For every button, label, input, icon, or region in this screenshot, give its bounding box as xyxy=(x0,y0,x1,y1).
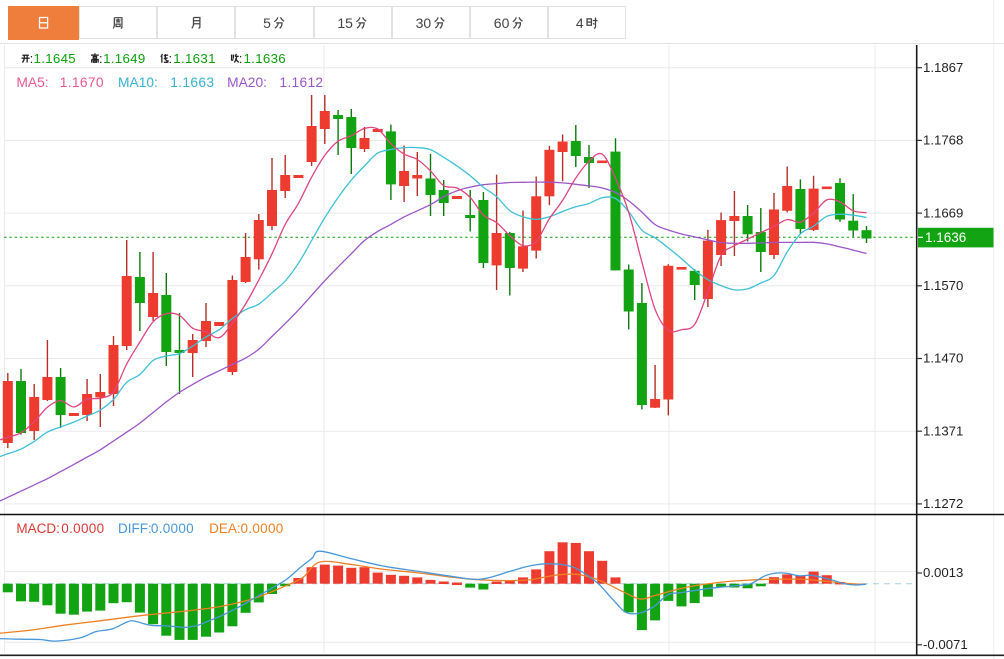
svg-text:MA10:: MA10: xyxy=(118,75,158,90)
svg-text:15: 15 xyxy=(337,15,353,31)
svg-text::: : xyxy=(30,51,34,66)
svg-text:1.1649: 1.1649 xyxy=(103,51,145,66)
svg-text:1.1612: 1.1612 xyxy=(279,75,323,90)
svg-text:1.1371: 1.1371 xyxy=(923,423,963,438)
svg-text:4: 4 xyxy=(576,15,584,31)
svg-text:1.1768: 1.1768 xyxy=(923,133,963,148)
svg-text:0.0000: 0.0000 xyxy=(151,521,194,536)
svg-text::: : xyxy=(239,51,243,66)
svg-text:5: 5 xyxy=(263,15,271,31)
svg-text:DEA:: DEA: xyxy=(209,521,241,536)
svg-text:1.1631: 1.1631 xyxy=(173,51,215,66)
svg-text::: : xyxy=(99,51,103,66)
svg-text:30: 30 xyxy=(416,15,432,31)
svg-text:0.0000: 0.0000 xyxy=(61,521,104,536)
svg-text:0.0013: 0.0013 xyxy=(923,565,963,580)
svg-text:1.1867: 1.1867 xyxy=(923,60,963,75)
svg-text:DIFF:: DIFF: xyxy=(118,521,152,536)
svg-text:1.1570: 1.1570 xyxy=(923,278,963,293)
svg-text:60: 60 xyxy=(494,15,510,31)
svg-text:MA5:: MA5: xyxy=(16,75,48,90)
svg-text:1.1636: 1.1636 xyxy=(244,51,286,66)
svg-text:0.0000: 0.0000 xyxy=(241,521,284,536)
svg-text:1.1636: 1.1636 xyxy=(925,230,966,245)
svg-text:-0.0071: -0.0071 xyxy=(923,637,968,652)
svg-text:1.1470: 1.1470 xyxy=(923,351,963,366)
svg-text:1.1645: 1.1645 xyxy=(34,51,76,66)
svg-text:1.1272: 1.1272 xyxy=(923,496,963,511)
svg-text:MACD:: MACD: xyxy=(16,521,60,536)
svg-text:1.1670: 1.1670 xyxy=(60,75,104,90)
svg-text:MA20:: MA20: xyxy=(227,75,267,90)
svg-text:1.1663: 1.1663 xyxy=(170,75,214,90)
svg-text:1.1669: 1.1669 xyxy=(923,205,963,220)
svg-text::: : xyxy=(169,51,173,66)
